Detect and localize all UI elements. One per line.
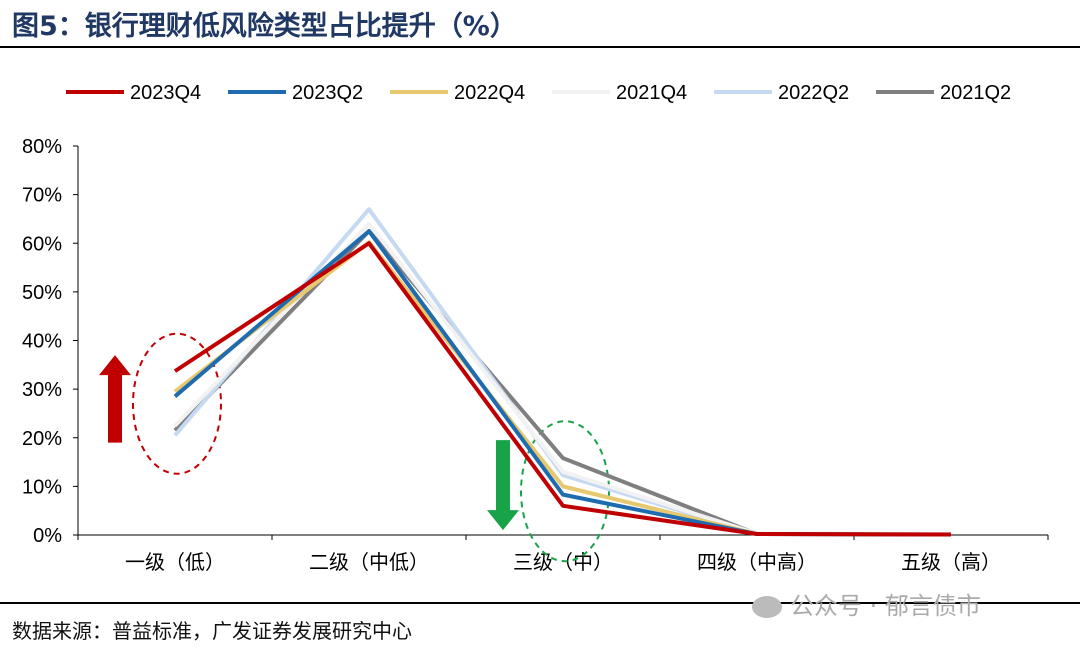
series-line-2023Q2 (173, 229, 952, 537)
watermark-text: 公众号 · 郁言债市 (790, 592, 981, 620)
y-tick-label: 70% (22, 185, 62, 207)
y-tick-label: 60% (22, 233, 62, 255)
legend-label: 2021Q4 (616, 82, 687, 104)
chart-annotations (99, 332, 610, 563)
source-rule (0, 602, 1080, 604)
chart-axes: 0% 10% 20% 30% 40% 50% 60% 70% 80% 一级（低） 二级（中低） 三级（… (22, 136, 1049, 574)
x-tick-label: 二级（中低） (309, 551, 429, 574)
legend-label: 2021Q2 (940, 82, 1011, 104)
legend-label: 2023Q4 (130, 82, 201, 104)
chart-legend: 2023Q4 2023Q2 2022Q4 2021Q4 2022Q2 2021Q2 (66, 82, 1011, 104)
highlight-ellipse (132, 332, 222, 475)
legend-label: 2022Q2 (778, 82, 849, 104)
watermark: 公众号 · 郁言债市 (752, 586, 981, 621)
chart-title: 图5：银行理财低风险类型占比提升（%） (12, 11, 517, 42)
x-tick-label: 一级（低） (125, 551, 225, 574)
wechat-icon (752, 596, 782, 618)
series-line-2021Q2 (173, 229, 951, 537)
source-note: 数据来源：普益标准，广发证券发展研究中心 (12, 619, 412, 643)
y-tick-label: 10% (22, 476, 62, 498)
arrow-down-mark (487, 440, 519, 531)
series-line-2023Q4 (173, 241, 952, 537)
chart-series (173, 207, 952, 537)
x-tick-label: 四级（中高） (697, 551, 817, 574)
legend-label: 2022Q4 (454, 82, 525, 104)
arrow-up-mark (99, 355, 131, 443)
legend-label: 2023Q2 (292, 82, 363, 104)
title-rule (0, 46, 1080, 48)
x-tick-label: 五级（高） (901, 551, 1001, 574)
x-tick-label: 三级（中） (513, 551, 613, 574)
y-tick-label: 80% (22, 136, 62, 158)
highlight-ellipse (520, 420, 610, 563)
series-line-2022Q4 (173, 240, 952, 537)
y-tick-label: 30% (22, 379, 62, 401)
line-chart: 2023Q4 2023Q2 2022Q4 2021Q4 2022Q2 2021Q2 0% 1… (22, 82, 1049, 574)
y-tick-label: 50% (22, 282, 62, 304)
y-tick-label: 0% (33, 525, 62, 547)
y-tick-label: 20% (22, 428, 62, 450)
y-tick-label: 40% (22, 331, 62, 353)
